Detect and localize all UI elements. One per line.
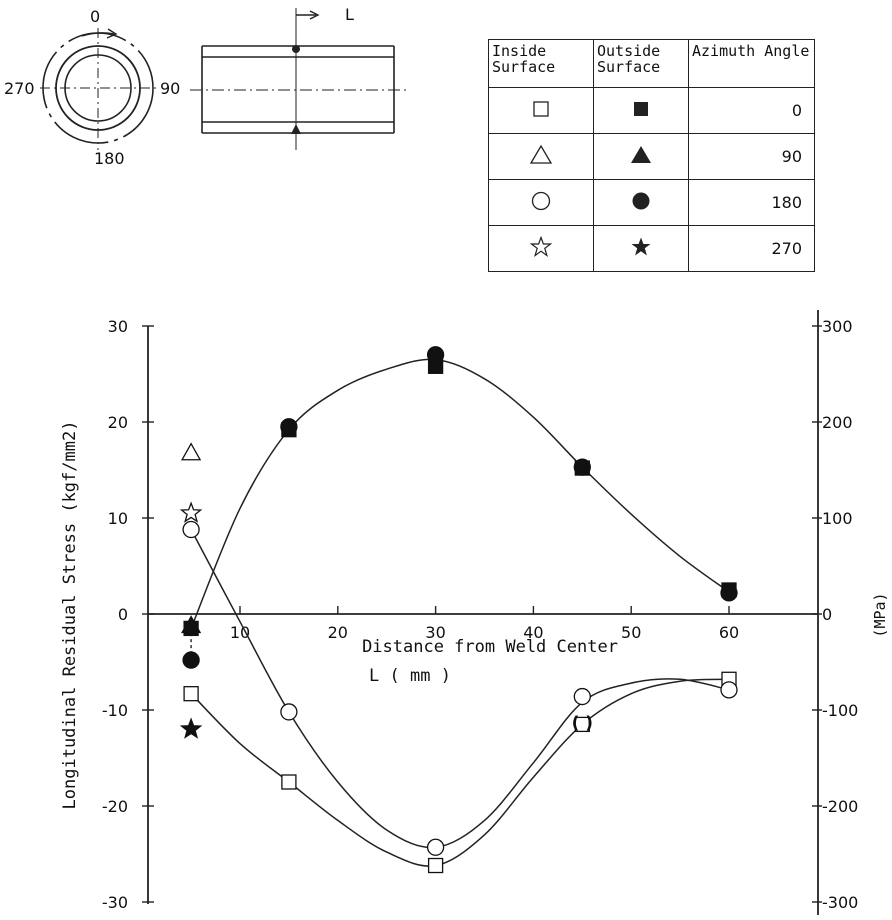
square-open-marker [427,857,444,874]
point-annotation: ( ) [572,713,593,733]
curve-outside [190,358,730,629]
x-axis-label: Distance from Weld Center [362,637,618,657]
angle-label-270: 270 [4,79,35,98]
x-tick-label: 10 [230,623,250,642]
triangle-open-icon [529,144,553,164]
pipe-cross-section [40,28,158,150]
circle-filled-marker [280,418,298,436]
angle-label-90: 90 [160,79,180,98]
x-tick-label: 50 [621,623,641,642]
legend-row: 180 [488,179,815,226]
x-tick-label: 20 [328,623,348,642]
y-axis-right-label: (MPa) [871,592,889,637]
square-open-marker [574,716,590,733]
rotation-arrow-icon [106,28,118,39]
legend-header-inside: Inside Surface [488,39,594,88]
legend-row: 270 [488,225,815,272]
y-right-tick-label: -300 [822,893,858,912]
legend-outside-cell [593,179,689,226]
y-tick-label: 10 [108,509,128,528]
legend-inside-cell [488,133,594,180]
star-open-icon [529,235,553,257]
y-tick-label: 0 [118,605,128,624]
circle-filled-marker [573,458,591,476]
legend-outside-cell [593,225,689,272]
legend-inside-cell [488,179,594,226]
y-right-tick-label: -200 [822,797,858,816]
plot-area: -30-20-100102030-300-200-100010020030010… [60,310,889,915]
curve-inside-180 [190,529,730,849]
y-right-tick-label: 200 [822,413,853,432]
circle-open-marker [280,703,298,721]
legend-angle-cell: 90 [688,133,815,180]
circle-open-marker [573,687,591,706]
y-right-tick-label: 100 [822,509,853,528]
y-axis-label: Longitudinal Residual Stress (kgf/mm2) [60,421,80,810]
x-axis-label-units: L ( mm ) [369,666,451,686]
square-open-marker [281,774,297,790]
square-open-icon [533,100,549,117]
legend-row: 90 [488,133,815,180]
circle-open-icon [531,191,551,210]
circle-open-marker [720,681,738,699]
star-filled-marker [179,717,203,739]
legend-header-angle: Azimuth Angle [688,39,815,88]
y-tick-label: -20 [102,797,128,816]
y-right-tick-label: 0 [822,605,832,624]
x-tick-label: 60 [719,623,739,642]
x-tick-label: 30 [425,623,445,642]
legend-angle-cell: 270 [688,225,815,272]
circle-filled-marker [426,346,445,364]
x-tick-label: 40 [523,623,543,642]
star-filled-icon [631,237,651,255]
legend-outside-cell [593,87,689,134]
y-right-tick-label: 300 [822,317,853,336]
weld-marker-top-icon [292,45,300,53]
y-tick-label: 20 [108,413,128,432]
square-filled-icon [634,101,648,116]
legend-angle-cell: 0 [688,87,815,134]
y-tick-label: 30 [108,317,128,336]
circle-filled-marker [182,651,200,669]
y-right-tick-label: -100 [822,701,858,720]
triangle-open-marker [180,442,202,461]
rotation-arc [81,32,115,37]
legend-angle-cell: 180 [688,179,815,226]
circle-open-marker [426,838,445,856]
square-open-marker [183,686,199,702]
star-open-marker [179,501,203,523]
y-tick-label: -30 [102,893,128,912]
legend-inside-cell [488,225,594,272]
legend-outside-cell [593,133,689,180]
circle-open-marker [182,520,200,539]
circle-filled-icon [632,192,650,209]
distance-arrow-icon [309,10,320,20]
section-label-L: L [345,5,354,24]
y-tick-label: -10 [102,701,128,720]
circle-filled-marker [720,584,738,602]
triangle-filled-marker [180,615,202,634]
weld-marker-bottom-icon [291,124,301,134]
legend-row: 0 [488,87,815,134]
angle-label-180: 180 [94,149,125,168]
legend-table: Inside Surface Outside Surface Azimuth A… [488,39,815,272]
angle-label-0: 0 [90,7,100,26]
legend-header-row: Inside Surface Outside Surface Azimuth A… [488,39,815,88]
legend-inside-cell [488,87,594,134]
triangle-filled-icon [631,145,651,163]
legend-header-outside: Outside Surface [593,39,689,88]
